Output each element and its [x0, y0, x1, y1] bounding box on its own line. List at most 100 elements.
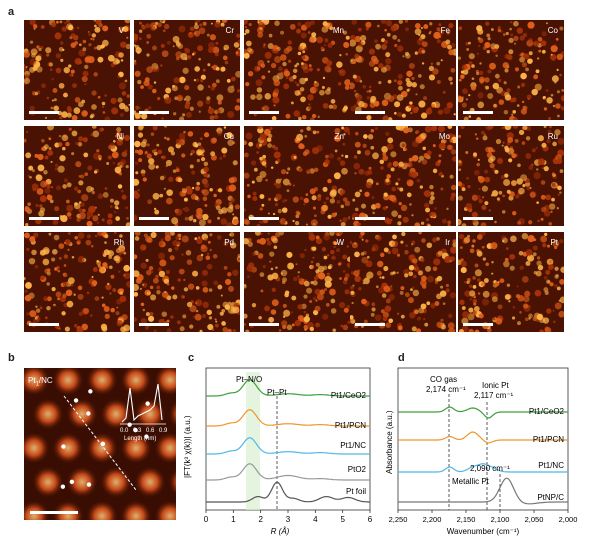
panel-c-xlabel: R (Å) [271, 527, 290, 536]
tile-label-ru: Ru [547, 132, 558, 141]
stem-tile-zn: Zn [244, 126, 350, 226]
series-label: Pt1/NC [538, 461, 564, 470]
series-line-0 [398, 406, 568, 419]
x-tick-label: 2,050 [525, 515, 544, 524]
x-tick-label: 2,100 [491, 515, 510, 524]
series-label: Pt1/NC [340, 441, 366, 450]
x-tick-label: 0 [204, 515, 209, 524]
tile-scalebar [249, 111, 279, 114]
panel-c-ylabel: |FT(k³ χ(k))| (a.u.) [183, 415, 192, 478]
tile-scalebar [249, 217, 279, 220]
tile-scalebar [139, 323, 169, 326]
annot-pt-pt: Pt–Pt [267, 388, 287, 397]
panel-d-frame [397, 367, 569, 511]
x-tick-label: 2,200 [423, 515, 442, 524]
series-line-1 [398, 431, 568, 444]
panel-d-chart: CO gas 2,174 cm⁻¹ Ionic Pt 2,117 cm⁻¹ 2,… [386, 367, 578, 536]
tile-label-fe: Fe [440, 26, 450, 35]
tile-label-mo: Mo [438, 132, 450, 141]
annot-2117: 2,117 cm⁻¹ [474, 391, 514, 400]
series-label: Pt1/CeO2 [331, 391, 367, 400]
tile-scalebar [355, 111, 385, 114]
panel-c-letter: c [188, 352, 195, 364]
panel-b-scalebar [30, 511, 78, 514]
tile-label-v: V [118, 26, 124, 35]
annot-2174: 2,174 cm⁻¹ [426, 385, 466, 394]
panel-a-letter: a [8, 6, 15, 18]
stem-tile-v: V [24, 20, 130, 120]
tile-scalebar [29, 111, 59, 114]
stem-tile-co: Co [458, 20, 564, 120]
annot-2090: 2,090 cm⁻¹ [470, 464, 510, 473]
panel-b-image: 0.0 0.3 0.6 0.9 Length (nm) Pt1/NC [24, 368, 176, 520]
stem-tile-ni: Ni [24, 126, 130, 226]
annot-pt-n-o: Pt–N/O [236, 375, 262, 384]
tile-scalebar [29, 217, 59, 220]
inset-tick: 0.3 [133, 428, 142, 434]
tile-label-pd: Pd [224, 238, 234, 247]
inset-tick: 0.6 [146, 428, 155, 434]
annot-ionic-pt: Ionic Pt [482, 381, 509, 390]
x-tick-label: 2,000 [559, 515, 578, 524]
tile-scalebar [355, 217, 385, 220]
tile-label-co: Co [547, 26, 558, 35]
tile-label-w: W [336, 238, 344, 247]
series-line-4 [206, 481, 370, 503]
stem-tile-rh: Rh [24, 232, 130, 332]
stem-tile-ru: Ru [458, 126, 564, 226]
stem-tile-pd: Pd [134, 232, 240, 332]
stem-tile-cr: Cr [134, 20, 240, 120]
series-line-2 [398, 463, 568, 473]
series-label: PtNP/C [537, 493, 564, 502]
annot-co-gas: CO gas [430, 375, 457, 384]
stem-tile-fe: Fe [350, 20, 456, 120]
stem-tile-w: W [244, 232, 350, 332]
panel-d-letter: d [398, 352, 405, 364]
tile-scalebar [249, 323, 279, 326]
tile-scalebar [29, 323, 59, 326]
panel-d-xlabel: Wavenumber (cm⁻¹) [447, 527, 520, 536]
tile-scalebar [463, 323, 493, 326]
series-label: Pt1/PCN [335, 421, 366, 430]
x-tick-label: 2,150 [457, 515, 476, 524]
annot-metallic-pt: Metallic Pt [452, 477, 490, 486]
series-line-0 [206, 379, 370, 397]
series-label: Pt foil [346, 487, 366, 496]
tile-scalebar [139, 217, 169, 220]
tile-label-cr: Cr [225, 26, 234, 35]
series-label: Pt1/PCN [533, 435, 564, 444]
tile-label-zn: Zn [334, 132, 344, 141]
pt-n-o-shade [246, 372, 260, 510]
x-tick-label: 1 [231, 515, 236, 524]
inset-tick: 0.9 [159, 428, 168, 434]
tile-scalebar [463, 111, 493, 114]
x-tick-label: 3 [286, 515, 291, 524]
tile-label-mn: Mn [332, 26, 344, 35]
stem-tile-mo: Mo [350, 126, 456, 226]
tile-label-ir: Ir [445, 238, 450, 247]
x-tick-label: 2,250 [389, 515, 408, 524]
x-tick-label: 2 [258, 515, 263, 524]
inset-tick: 0.0 [120, 428, 129, 434]
stem-tile-pt: Pt [458, 232, 564, 332]
series-label: PtO2 [348, 465, 367, 474]
series-line-2 [206, 437, 370, 455]
panel-d-ylabel: Absorbance (a.u.) [386, 410, 394, 474]
panel-b-label: Pt1/NC [28, 376, 53, 388]
stem-tile-mn: Mn [244, 20, 350, 120]
stem-tile-ir: Ir [350, 232, 456, 332]
x-tick-label: 6 [368, 515, 373, 524]
panel-b-letter: b [8, 352, 15, 364]
x-tick-label: 4 [313, 515, 318, 524]
series-line-1 [206, 409, 370, 427]
tile-label-pt: Pt [550, 238, 558, 247]
series-label: Pt1/CeO2 [529, 407, 565, 416]
series-line-3 [206, 463, 370, 481]
tile-label-rh: Rh [113, 238, 124, 247]
tile-label-ni: Ni [116, 132, 124, 141]
stem-tile-cu: Cu [134, 126, 240, 226]
x-tick-label: 5 [340, 515, 345, 524]
inset-xlabel: Length (nm) [124, 436, 156, 442]
tile-scalebar [139, 111, 169, 114]
